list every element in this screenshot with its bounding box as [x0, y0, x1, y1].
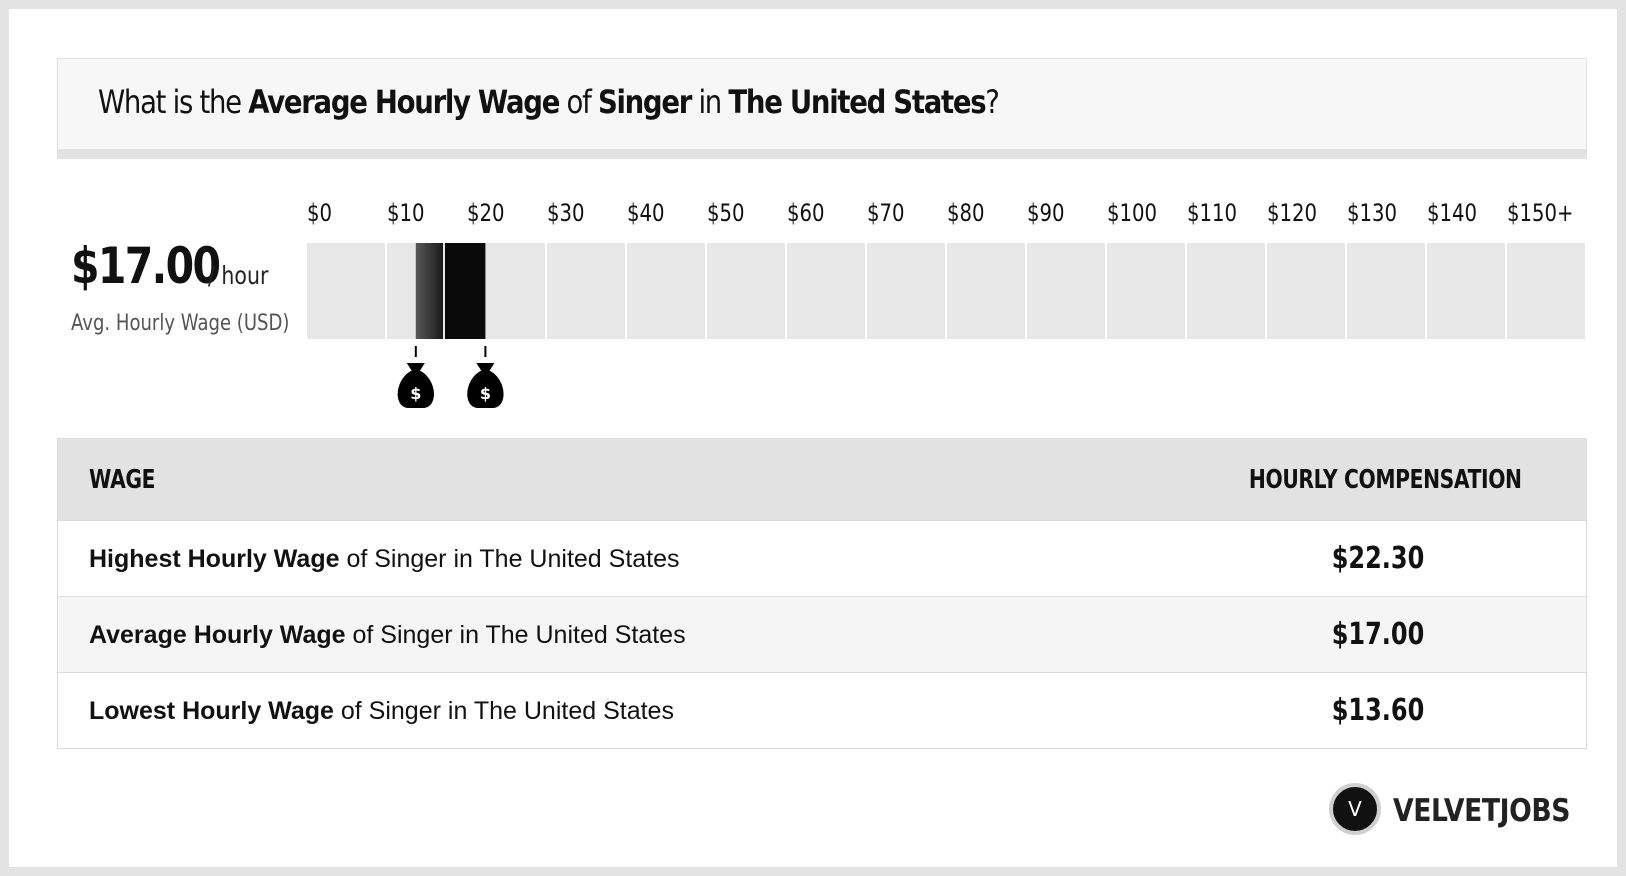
title-of: of	[559, 83, 598, 121]
logo-wordmark: VELVETJOBS	[1393, 793, 1570, 829]
average-wage-value: $17.00	[71, 237, 221, 295]
bag-body	[467, 371, 504, 408]
track-cell	[1107, 243, 1185, 339]
title-in: in	[690, 83, 729, 121]
track-cell	[787, 243, 865, 339]
track-cell	[1507, 243, 1585, 339]
tick-label: $10	[387, 200, 425, 227]
track-cell	[1027, 243, 1105, 339]
track-cell	[867, 243, 945, 339]
wage-range	[415, 243, 486, 339]
wage-range-chart: $0 $10 $20 $30 $40 $50 $60 $70 $80 $90 $100 $110 $12…	[307, 200, 1585, 408]
tick-label: $40	[627, 200, 665, 227]
chart-track	[307, 243, 1585, 339]
tick-label: $140	[1427, 200, 1477, 227]
track-cell	[947, 243, 1025, 339]
tick-label: $80	[947, 200, 985, 227]
tick-label: $90	[1027, 200, 1065, 227]
title-box: What is the Average Hourly Wage of Singe…	[57, 58, 1587, 159]
row-label: Highest Hourly Wage of Singer in The Uni…	[89, 545, 680, 574]
average-wage-label: Avg. Hourly Wage (USD)	[71, 311, 290, 336]
money-bag-icon: $	[397, 346, 434, 408]
title-location: The United States	[728, 83, 986, 121]
logo-mark: V	[1329, 783, 1381, 835]
tick-label: $60	[787, 200, 825, 227]
row-label-rest: of Singer in The United States	[345, 621, 686, 649]
track-cell	[1347, 243, 1425, 339]
track-cell	[627, 243, 705, 339]
table-row: Average Hourly Wage of Singer in The Uni…	[58, 596, 1586, 672]
table-row: Highest Hourly Wage of Singer in The Uni…	[58, 520, 1586, 596]
table-header: WAGE HOURLY COMPENSATION	[58, 439, 1586, 520]
bag-knot	[406, 363, 425, 371]
tick-label: $70	[867, 200, 905, 227]
title-metric: Average Hourly Wage	[248, 83, 560, 121]
average-divider	[443, 243, 445, 339]
row-label-bold: Average Hourly Wage	[89, 621, 346, 649]
track-cell	[1187, 243, 1265, 339]
bag-body	[397, 371, 434, 408]
table-row: Lowest Hourly Wage of Singer in The Unit…	[58, 672, 1586, 748]
range-bar-upper	[445, 243, 486, 339]
title-job: Singer	[597, 83, 692, 121]
range-markers: $ $	[397, 346, 504, 408]
track-cell	[1427, 243, 1505, 339]
velvetjobs-logo: V VELVETJOBS	[1329, 781, 1589, 837]
tick-label: $0	[307, 200, 332, 227]
tick-label: $120	[1267, 200, 1317, 227]
page-title: What is the Average Hourly Wage of Singe…	[98, 83, 1000, 121]
row-label: Average Hourly Wage of Singer in The Uni…	[89, 621, 686, 650]
tick-label: $130	[1347, 200, 1397, 227]
tick-label: $150+	[1507, 200, 1574, 227]
column-header-compensation: HOURLY COMPENSATION	[1249, 465, 1522, 495]
row-label-bold: Lowest Hourly Wage	[89, 697, 334, 725]
tick-label: $20	[467, 200, 505, 227]
track-cell	[1267, 243, 1345, 339]
tick-label: $100	[1107, 200, 1157, 227]
track-cell	[307, 243, 385, 339]
row-label-rest: of Singer in The United States	[339, 545, 680, 573]
tick-label: $50	[707, 200, 745, 227]
track-cell	[707, 243, 785, 339]
money-bag-icon: $	[467, 346, 504, 408]
wage-table: WAGE HOURLY COMPENSATION Highest Hourly …	[57, 438, 1587, 749]
title-prefix: What is the	[98, 83, 249, 121]
column-header-wage: WAGE	[89, 465, 156, 495]
tick-labels: $0 $10 $20 $30 $40 $50 $60 $70 $80 $90 $100 $110 $12…	[307, 200, 1574, 227]
dollar-sign: $	[480, 384, 491, 403]
row-value: $22.30	[1331, 541, 1425, 576]
row-value: $13.60	[1331, 693, 1425, 728]
track-cell	[547, 243, 625, 339]
bag-knot	[476, 363, 495, 371]
tick-label: $110	[1187, 200, 1237, 227]
title-suffix: ?	[985, 83, 1000, 121]
row-label-bold: Highest Hourly Wage	[89, 545, 340, 573]
tick-label: $30	[547, 200, 585, 227]
range-bar-lower	[415, 243, 443, 339]
average-wage-unit: / hour	[208, 261, 269, 290]
row-value: $17.00	[1331, 617, 1425, 652]
row-label: Lowest Hourly Wage of Singer in The Unit…	[89, 697, 674, 726]
dollar-sign: $	[410, 384, 421, 403]
row-label-rest: of Singer in The United States	[333, 697, 674, 725]
